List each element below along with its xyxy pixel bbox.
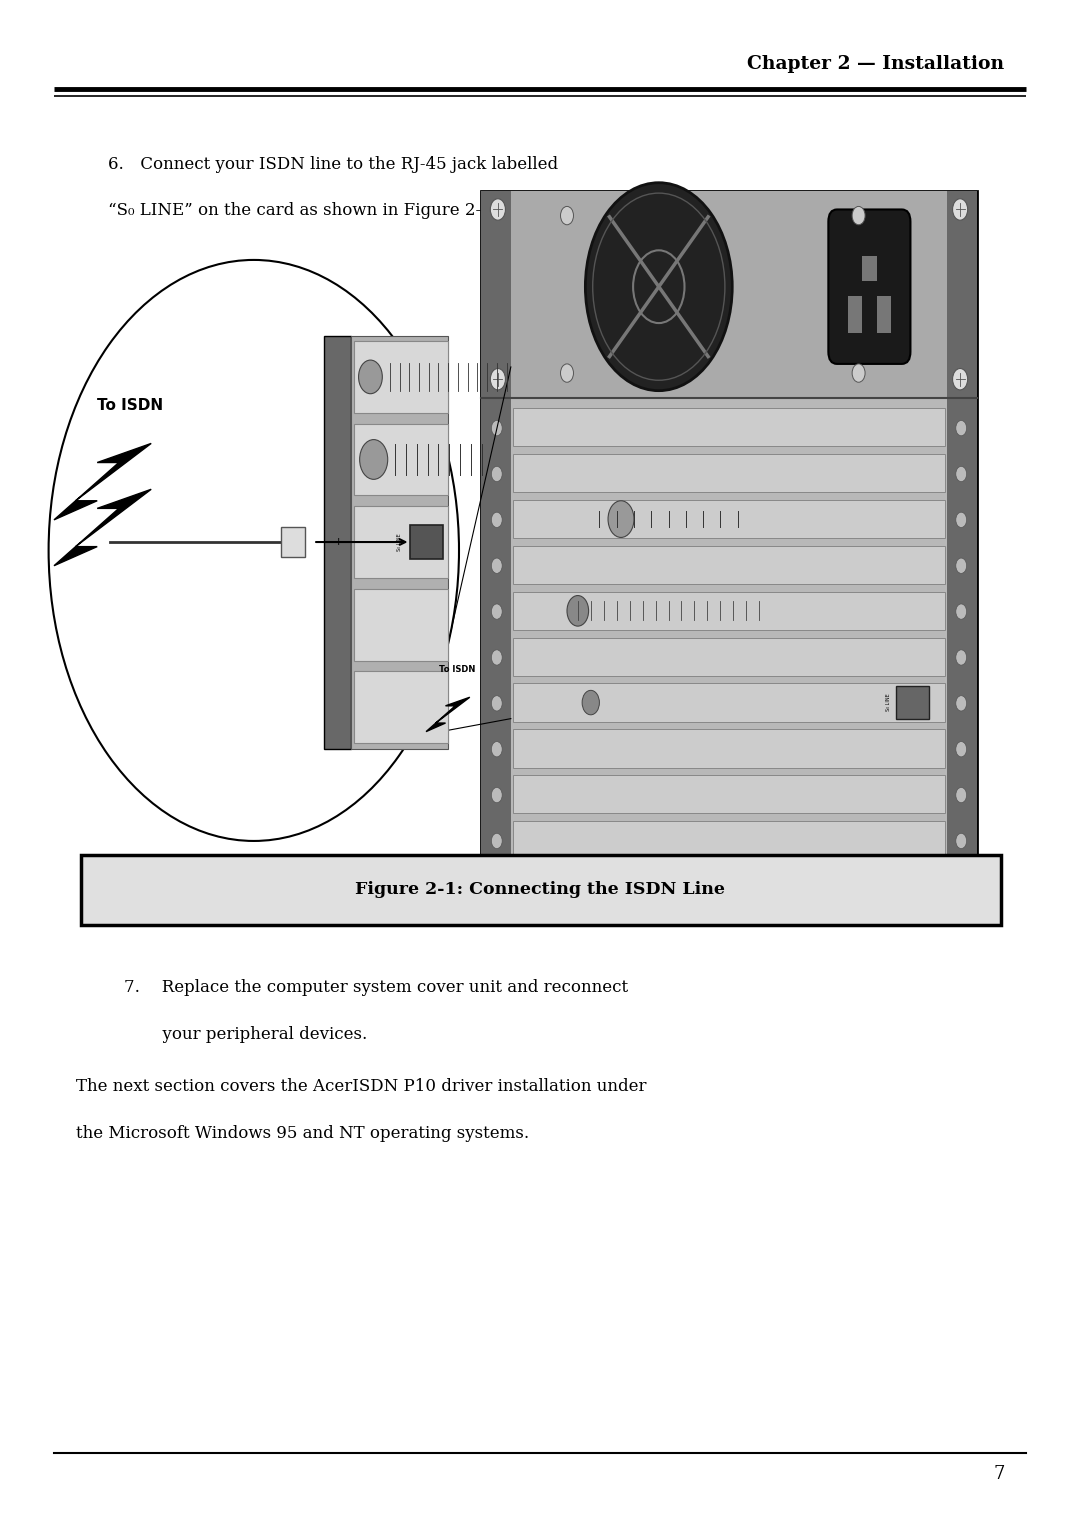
Bar (351, 336, 448, 749)
Bar (513, 408, 945, 446)
Polygon shape (54, 443, 151, 520)
Bar (481, 191, 977, 864)
Circle shape (956, 512, 967, 528)
Text: S₀ LINE: S₀ LINE (396, 534, 402, 550)
Circle shape (585, 182, 732, 390)
Circle shape (956, 787, 967, 803)
Bar (848, 295, 862, 333)
Text: Figure 2-1: Connecting the ISDN Line: Figure 2-1: Connecting the ISDN Line (355, 881, 725, 899)
Text: the Microsoft Windows 95 and NT operating systems.: the Microsoft Windows 95 and NT operatin… (76, 1125, 529, 1142)
Circle shape (956, 833, 967, 849)
Circle shape (956, 742, 967, 757)
Text: To ISDN: To ISDN (438, 665, 475, 674)
Bar (324, 336, 351, 749)
Polygon shape (54, 489, 151, 566)
Text: S₀ LINE: S₀ LINE (886, 694, 891, 711)
Bar (513, 592, 945, 630)
Text: 7: 7 (993, 1465, 1004, 1483)
Text: “S₀ LINE” on the card as shown in Figure 2-1.: “S₀ LINE” on the card as shown in Figure… (108, 202, 497, 219)
Circle shape (491, 696, 502, 711)
Circle shape (561, 364, 573, 382)
Circle shape (582, 690, 599, 714)
Circle shape (567, 596, 589, 627)
Circle shape (956, 420, 967, 436)
Text: your peripheral devices.: your peripheral devices. (124, 1026, 367, 1043)
Circle shape (491, 787, 502, 803)
Bar (513, 546, 945, 584)
Circle shape (953, 368, 968, 390)
Circle shape (359, 359, 382, 393)
Text: +: + (334, 537, 342, 547)
Circle shape (956, 696, 967, 711)
Circle shape (561, 206, 573, 225)
Bar (513, 638, 945, 676)
Bar (511, 191, 947, 398)
Circle shape (956, 466, 967, 482)
Bar (354, 506, 448, 578)
Circle shape (490, 368, 505, 390)
Text: Chapter 2 — Installation: Chapter 2 — Installation (747, 55, 1004, 73)
Bar (513, 683, 945, 722)
Polygon shape (426, 697, 470, 731)
Bar (410, 524, 443, 558)
Bar (947, 191, 977, 864)
Circle shape (608, 500, 634, 537)
Bar (354, 589, 448, 661)
Circle shape (491, 833, 502, 849)
Circle shape (360, 440, 388, 480)
Circle shape (491, 604, 502, 619)
Bar (354, 671, 448, 743)
Circle shape (490, 199, 505, 220)
Bar (281, 526, 305, 557)
Circle shape (953, 199, 968, 220)
Bar (513, 454, 945, 492)
Text: The next section covers the AcerISDN P10 driver installation under: The next section covers the AcerISDN P10… (76, 1078, 646, 1095)
Circle shape (49, 260, 459, 841)
Bar (877, 295, 891, 333)
Bar (513, 729, 945, 768)
Circle shape (491, 512, 502, 528)
Bar (513, 775, 945, 813)
Circle shape (491, 742, 502, 757)
Bar (513, 821, 945, 859)
Circle shape (852, 364, 865, 382)
Text: 7.  Replace the computer system cover unit and reconnect: 7. Replace the computer system cover uni… (124, 979, 629, 995)
Bar (354, 424, 448, 495)
Circle shape (491, 558, 502, 573)
Bar (862, 255, 877, 281)
Bar (81, 855, 1001, 925)
Circle shape (491, 650, 502, 665)
Text: To ISDN: To ISDN (97, 398, 163, 413)
Circle shape (852, 206, 865, 225)
FancyBboxPatch shape (828, 209, 910, 364)
Circle shape (956, 558, 967, 573)
Bar (896, 685, 929, 719)
Circle shape (491, 420, 502, 436)
Bar (513, 500, 945, 538)
Circle shape (956, 604, 967, 619)
Circle shape (491, 466, 502, 482)
Bar (354, 341, 448, 413)
Bar (481, 191, 511, 864)
Circle shape (956, 650, 967, 665)
Text: 6. Connect your ISDN line to the RJ-45 jack labelled: 6. Connect your ISDN line to the RJ-45 j… (108, 156, 558, 173)
